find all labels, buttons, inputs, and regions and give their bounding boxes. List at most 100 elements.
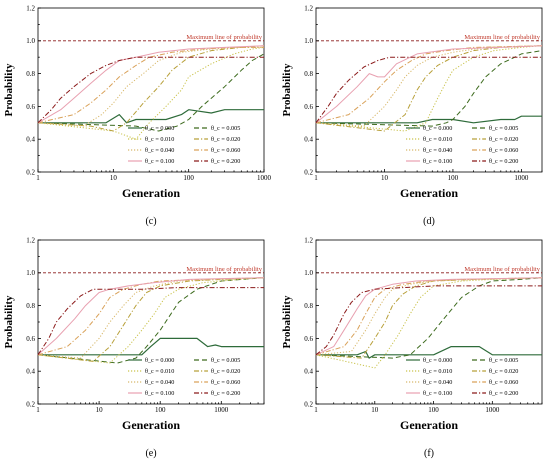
- series-line-0: [316, 115, 542, 124]
- series-line-6: [315, 45, 543, 124]
- legend-label: θ_c = 0.040: [145, 147, 174, 154]
- y-axis-label: Probability: [281, 295, 293, 348]
- series-line-7: [37, 56, 264, 124]
- y-tick-label: 0.4: [304, 136, 313, 144]
- x-tick-label: 1000: [485, 406, 500, 414]
- chart-panel-1: Maximum line of probability 0.2 0.4 0.6 0.8 1…: [281, 4, 543, 227]
- legend-label: θ_c = 0.040: [423, 147, 452, 154]
- series-line-0: [38, 109, 264, 124]
- x-tick-label: 10: [381, 174, 389, 182]
- legend-label: θ_c = 0.020: [489, 136, 518, 143]
- series-line-3: [37, 277, 265, 362]
- series-line-6: [315, 277, 543, 356]
- max-line-label: Maximum line of probability: [464, 266, 540, 273]
- series-line-1: [315, 277, 543, 359]
- x-tick-label: 1: [314, 174, 318, 182]
- x-axis-label: Generation: [122, 186, 180, 200]
- legend-label: θ_c = 0.100: [145, 390, 174, 397]
- series-line-0: [38, 337, 264, 356]
- legend-label: θ_c = 0.200: [489, 158, 518, 165]
- legend-label: θ_c = 0.060: [489, 147, 518, 154]
- y-axis-label: Probability: [3, 295, 15, 348]
- y-tick-label: 0.8: [26, 302, 35, 310]
- x-tick-label: 100: [183, 174, 194, 182]
- y-tick-label: 1.0: [26, 37, 35, 45]
- legend-label: θ_c = 0.010: [145, 136, 174, 143]
- series-line-7: [315, 285, 542, 356]
- legend-label: θ_c = 0.000: [145, 125, 174, 132]
- legend-label: θ_c = 0.040: [145, 379, 174, 386]
- series-line-5: [315, 277, 543, 356]
- legend-label: θ_c = 0.000: [423, 125, 452, 132]
- legend-label: θ_c = 0.060: [489, 379, 518, 386]
- legend-label: θ_c = 0.200: [211, 390, 240, 397]
- panel-caption: (c): [145, 216, 156, 227]
- y-tick-label: 1.0: [304, 269, 313, 277]
- y-tick-label: 1.0: [26, 269, 35, 277]
- y-tick-label: 0.4: [304, 368, 313, 376]
- legend-label: θ_c = 0.020: [211, 136, 240, 143]
- y-tick-label: 0.6: [26, 335, 35, 343]
- legend-label: θ_c = 0.010: [423, 368, 452, 375]
- legend-label: θ_c = 0.100: [145, 158, 174, 165]
- legend-label: θ_c = 0.060: [211, 379, 240, 386]
- chart-panel-3: Maximum line of probability 0.2 0.4 0.6 0.8 1…: [281, 236, 543, 459]
- y-tick-label: 0.2: [26, 400, 35, 408]
- x-tick-label: 10: [96, 406, 104, 414]
- max-line-label: Maximum line of probability: [464, 34, 540, 41]
- legend-label: θ_c = 0.040: [423, 379, 452, 386]
- max-line-label: Maximum line of probability: [186, 34, 262, 41]
- series-line-4: [315, 277, 543, 356]
- legend-label: θ_c = 0.100: [423, 158, 452, 165]
- series-line-7: [315, 56, 542, 124]
- x-tick-label: 1000: [514, 174, 529, 182]
- x-tick-label: 100: [155, 406, 166, 414]
- x-tick-label: 1000: [257, 174, 272, 182]
- legend-label: θ_c = 0.020: [211, 368, 240, 375]
- panel-caption: (d): [423, 216, 435, 227]
- series-line-2: [315, 45, 543, 132]
- y-tick-label: 0.8: [26, 70, 35, 78]
- y-tick-label: 1.2: [26, 236, 35, 244]
- y-axis-label: Probability: [281, 63, 293, 116]
- series-line-6: [37, 277, 265, 356]
- legend-label: θ_c = 0.010: [145, 368, 174, 375]
- y-tick-label: 0.2: [304, 168, 313, 176]
- y-tick-label: 1.2: [26, 4, 35, 12]
- y-tick-label: 0.4: [26, 136, 35, 144]
- x-axis-label: Generation: [400, 418, 458, 432]
- y-tick-label: 0.6: [26, 103, 35, 111]
- y-tick-label: 0.6: [304, 335, 313, 343]
- legend-label: θ_c = 0.100: [423, 390, 452, 397]
- y-tick-label: 1.2: [304, 4, 313, 12]
- series-line-3: [315, 277, 543, 359]
- x-tick-label: 1: [36, 406, 40, 414]
- series-line-3: [37, 45, 265, 132]
- series-line-2: [37, 277, 265, 364]
- series-line-1: [37, 53, 265, 132]
- legend-label: θ_c = 0.020: [489, 368, 518, 375]
- legend-label: θ_c = 0.005: [211, 125, 240, 132]
- series-line-3: [315, 45, 543, 132]
- legend-label: θ_c = 0.000: [145, 357, 174, 364]
- legend-label: θ_c = 0.200: [211, 158, 240, 165]
- legend-label: θ_c = 0.060: [211, 147, 240, 154]
- y-axis-label: Probability: [3, 63, 15, 116]
- y-tick-label: 1.2: [304, 236, 313, 244]
- chart-panel-2: Maximum line of probability 0.2 0.4 0.6 0.8 1…: [3, 236, 265, 459]
- max-line-label: Maximum line of probability: [186, 266, 262, 273]
- panel-caption: (f): [424, 448, 434, 459]
- legend-label: θ_c = 0.005: [489, 357, 518, 364]
- y-tick-label: 0.8: [304, 302, 313, 310]
- y-tick-label: 0.2: [304, 400, 313, 408]
- x-tick-label: 10: [371, 406, 379, 414]
- y-tick-label: 0.2: [26, 168, 35, 176]
- x-tick-label: 1: [36, 174, 40, 182]
- legend-label: θ_c = 0.000: [423, 357, 452, 364]
- series-line-5: [315, 45, 543, 124]
- legend-label: θ_c = 0.005: [211, 357, 240, 364]
- series-line-1: [315, 50, 543, 127]
- y-tick-label: 1.0: [304, 37, 313, 45]
- x-tick-label: 100: [448, 174, 459, 182]
- series-line-4: [315, 45, 543, 127]
